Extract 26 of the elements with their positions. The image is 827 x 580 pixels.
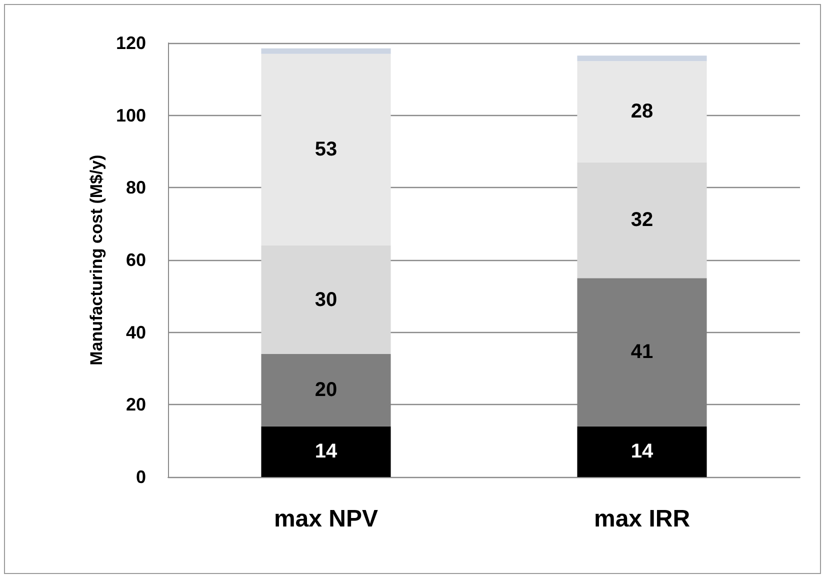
y-tick-label: 120 <box>116 33 146 53</box>
y-tick-label: 80 <box>126 178 146 198</box>
bar <box>577 61 707 162</box>
y-tick-label: 60 <box>126 250 146 270</box>
bar <box>261 54 391 246</box>
data-label: 53 <box>314 138 338 161</box>
data-label: 30 <box>314 288 338 311</box>
y-tick-label: 40 <box>126 322 146 342</box>
bar <box>577 426 707 477</box>
bar <box>261 426 391 477</box>
data-label: 32 <box>630 209 654 232</box>
data-label: 14 <box>630 440 654 463</box>
data-label: 28 <box>630 100 654 123</box>
data-label: 14 <box>314 440 338 463</box>
bar <box>261 48 391 54</box>
y-tick-label: 0 <box>136 467 146 487</box>
data-label: 41 <box>630 341 654 364</box>
bar <box>577 56 707 62</box>
y-tick-label: 100 <box>116 105 146 126</box>
y-axis-title: Manufacturing cost (M$/y) <box>87 154 106 366</box>
bar <box>261 246 391 354</box>
x-tick-label: max NPV <box>274 506 378 532</box>
data-label: 20 <box>314 379 338 402</box>
y-tick-label: 20 <box>126 394 146 415</box>
x-tick-label: max IRR <box>594 506 690 532</box>
bar <box>577 162 707 278</box>
